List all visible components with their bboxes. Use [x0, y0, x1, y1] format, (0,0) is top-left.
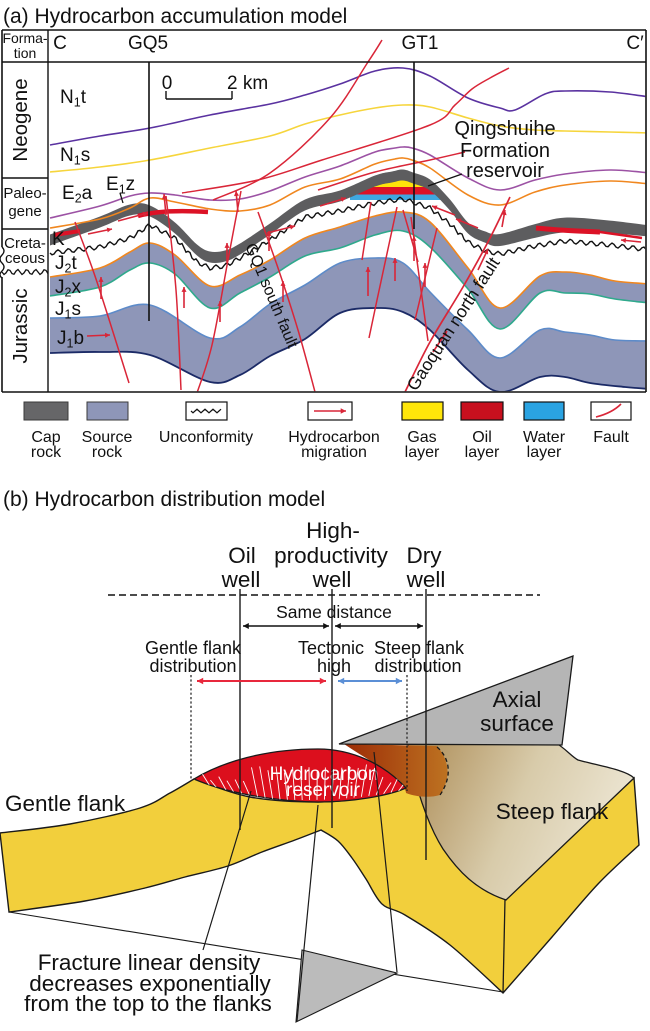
svg-text:Jurassic: Jurassic	[9, 288, 32, 363]
svg-text:Axial: Axial	[493, 687, 542, 712]
svg-text:layer: layer	[405, 444, 440, 461]
svg-text:GQ5: GQ5	[128, 33, 168, 54]
svg-text:Forma-: Forma-	[2, 30, 47, 46]
svg-text:(a) Hydrocarbon accumulation m: (a) Hydrocarbon accumulation model	[3, 5, 347, 28]
svg-text:tion: tion	[14, 45, 37, 61]
svg-text:GT1: GT1	[402, 33, 439, 54]
svg-text:0: 0	[162, 73, 173, 94]
svg-text:productivity: productivity	[274, 543, 389, 568]
svg-text:C: C	[53, 33, 67, 54]
svg-text:reservoir: reservoir	[466, 160, 544, 182]
svg-text:layer: layer	[465, 444, 500, 461]
svg-text:(b) Hydrocarbon distribution m: (b) Hydrocarbon distribution model	[3, 488, 325, 511]
svg-text:ceous: ceous	[5, 250, 45, 267]
svg-text:from the top to the flanks: from the top to the flanks	[24, 991, 272, 1016]
svg-text:C′: C′	[626, 33, 644, 54]
svg-text:rock: rock	[31, 444, 62, 461]
svg-text:Fault: Fault	[593, 429, 629, 446]
svg-text:migration: migration	[301, 444, 367, 461]
svg-text:High-: High-	[306, 518, 360, 543]
svg-text:N1t: N1t	[60, 87, 87, 110]
svg-text:rock: rock	[92, 444, 123, 461]
svg-text:Same distance: Same distance	[276, 602, 392, 622]
svg-text:Tectonic: Tectonic	[298, 638, 364, 658]
svg-text:distribution: distribution	[149, 656, 236, 676]
svg-text:Formation: Formation	[460, 140, 550, 162]
svg-text:Steep flank: Steep flank	[374, 638, 465, 658]
svg-text:K: K	[52, 229, 65, 250]
svg-text:Paleo-: Paleo-	[3, 185, 46, 202]
svg-text:Qingshuihe: Qingshuihe	[454, 118, 555, 140]
svg-text:Unconformity: Unconformity	[159, 429, 253, 446]
svg-text:surface: surface	[480, 711, 554, 736]
svg-text:high: high	[317, 656, 351, 676]
svg-text:well: well	[221, 567, 261, 592]
svg-text:Steep flank: Steep flank	[496, 799, 609, 824]
svg-text:layer: layer	[527, 444, 562, 461]
svg-text:well: well	[406, 567, 446, 592]
svg-text:Gentle flank: Gentle flank	[5, 791, 126, 816]
svg-text:Neogene: Neogene	[9, 78, 32, 161]
svg-text:Gentle flank: Gentle flank	[145, 638, 242, 658]
svg-text:gene: gene	[8, 203, 41, 220]
svg-text:distribution: distribution	[374, 656, 461, 676]
svg-text:well: well	[312, 567, 352, 592]
svg-text:2 km: 2 km	[227, 73, 268, 94]
svg-text:reservoir: reservoir	[286, 780, 361, 801]
svg-text:Dry: Dry	[407, 543, 443, 568]
svg-text:Oil: Oil	[228, 543, 256, 568]
